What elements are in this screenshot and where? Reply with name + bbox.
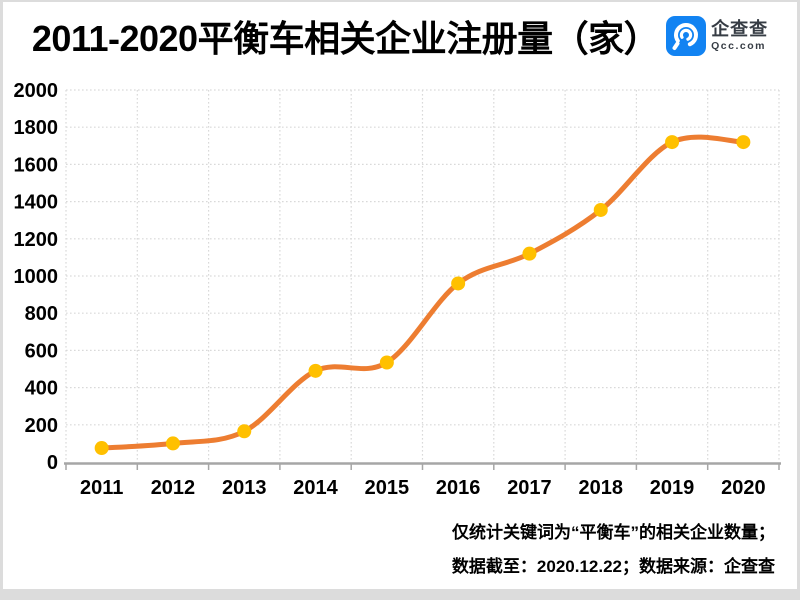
data-point-2019	[665, 135, 680, 150]
data-point-2020	[736, 135, 751, 150]
chart-title: 2011-2020平衡车相关企业注册量（家）	[31, 18, 660, 59]
x-tick-label-2019: 2019	[650, 477, 695, 499]
x-tick-label-2016: 2016	[436, 477, 481, 499]
qcc-logo: 企查查 Qcc.com	[666, 16, 768, 56]
data-point-2015	[379, 355, 394, 370]
data-point-2014	[308, 363, 323, 378]
y-tick-label-400: 400	[25, 378, 58, 400]
data-point-2017	[522, 246, 537, 261]
x-tick-label-2014: 2014	[293, 477, 338, 499]
y-tick-label-1200: 1200	[14, 229, 59, 251]
y-tick-label-1800: 1800	[14, 117, 59, 139]
series-line	[99, 134, 746, 451]
x-tick-label-2018: 2018	[579, 477, 624, 499]
logo-company-name: 企查查	[711, 19, 769, 40]
footnote-source: 数据截至：2020.12.22；数据来源：企查查	[451, 557, 775, 576]
data-point-2018	[593, 202, 608, 217]
x-tick-label-2013: 2013	[222, 477, 267, 499]
chart-header: 2011-2020平衡车相关企业注册量（家） 企查查 Qcc.com	[0, 10, 800, 62]
y-tick-label-1600: 1600	[14, 154, 59, 176]
y-tick-label-1000: 1000	[14, 266, 59, 288]
y-tick-label-1400: 1400	[14, 192, 59, 214]
frame-left-edge	[0, 0, 3, 600]
x-tick-label-2011: 2011	[80, 477, 123, 499]
frame-top-edge	[0, 0, 800, 2]
frame-right-edge	[797, 0, 800, 600]
qcc-logo-icon	[666, 16, 707, 56]
y-tick-label-0: 0	[47, 452, 58, 474]
data-point-2011	[94, 441, 109, 456]
data-point-2012	[165, 436, 180, 451]
qcc-logo-text: 企查查 Qcc.com	[711, 20, 768, 52]
footnotes: 仅统计关键词为“平衡车”的相关企业数量； 数据截至：2020.12.22；数据来…	[452, 516, 775, 584]
y-tick-label-200: 200	[25, 415, 58, 437]
footnote-scope: 仅统计关键词为“平衡车”的相关企业数量；	[452, 523, 775, 542]
logo-domain: Qcc.com	[711, 40, 766, 53]
data-point-2016	[451, 276, 466, 291]
y-tick-label-600: 600	[25, 340, 58, 362]
x-tick-label-2017: 2017	[507, 477, 552, 499]
data-point-2013	[237, 424, 252, 439]
x-tick-label-2020: 2020	[721, 477, 766, 499]
x-tick-label-2012: 2012	[151, 477, 196, 499]
frame-bottom-edge	[0, 589, 800, 600]
x-tick-label-2015: 2015	[365, 477, 410, 499]
y-tick-label-2000: 2000	[14, 80, 59, 102]
y-tick-label-800: 800	[25, 303, 58, 325]
